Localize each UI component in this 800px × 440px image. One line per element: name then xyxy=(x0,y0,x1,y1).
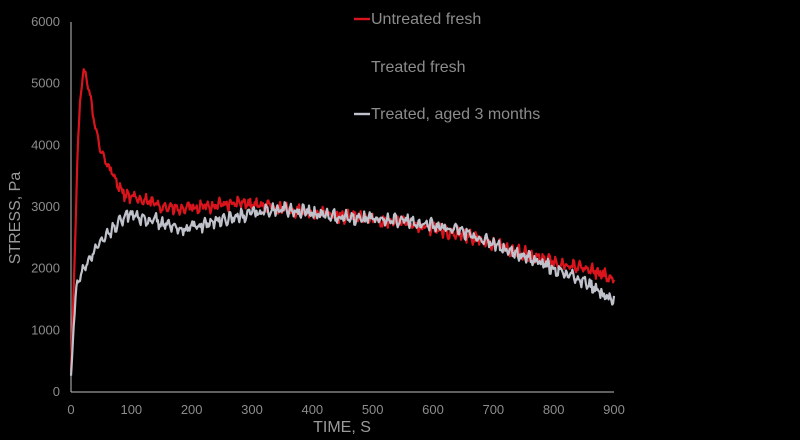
legend-label: Treated fresh xyxy=(371,59,466,76)
x-tick-label: 300 xyxy=(241,402,263,417)
x-tick-label: 800 xyxy=(543,402,565,417)
x-tick-labels: 0 100 200 300 400 500 600 700 800 900 xyxy=(67,402,624,417)
x-tick-label: 900 xyxy=(603,402,625,417)
y-tick-label: 6000 xyxy=(31,14,60,29)
y-tick-label: 0 xyxy=(53,384,60,399)
x-axis-title: TIME, S xyxy=(313,419,371,436)
legend: Untreated fresh Treated fresh Treated, age… xyxy=(354,11,540,123)
series-layer xyxy=(69,68,616,376)
x-tick-label: 600 xyxy=(422,402,444,417)
legend-label: Untreated fresh xyxy=(371,11,481,28)
y-tick-label: 1000 xyxy=(31,322,60,337)
x-tick-label: 500 xyxy=(362,402,384,417)
y-axis-title: STRESS, Pa xyxy=(7,172,24,265)
x-tick-label: 400 xyxy=(301,402,323,417)
x-tick-label: 0 xyxy=(67,402,74,417)
y-tick-label: 4000 xyxy=(31,137,60,152)
y-tick-labels: 0 1000 2000 3000 4000 5000 6000 xyxy=(31,14,60,399)
x-tick-label: 700 xyxy=(482,402,504,417)
y-tick-label: 5000 xyxy=(31,76,60,91)
y-tick-label: 3000 xyxy=(31,199,60,214)
y-tick-label: 2000 xyxy=(31,261,60,276)
axes xyxy=(70,22,614,393)
x-tick-label: 200 xyxy=(181,402,203,417)
x-tick-label: 100 xyxy=(120,402,142,417)
legend-label: Treated, aged 3 months xyxy=(371,106,540,123)
series-line-2 xyxy=(69,201,616,376)
